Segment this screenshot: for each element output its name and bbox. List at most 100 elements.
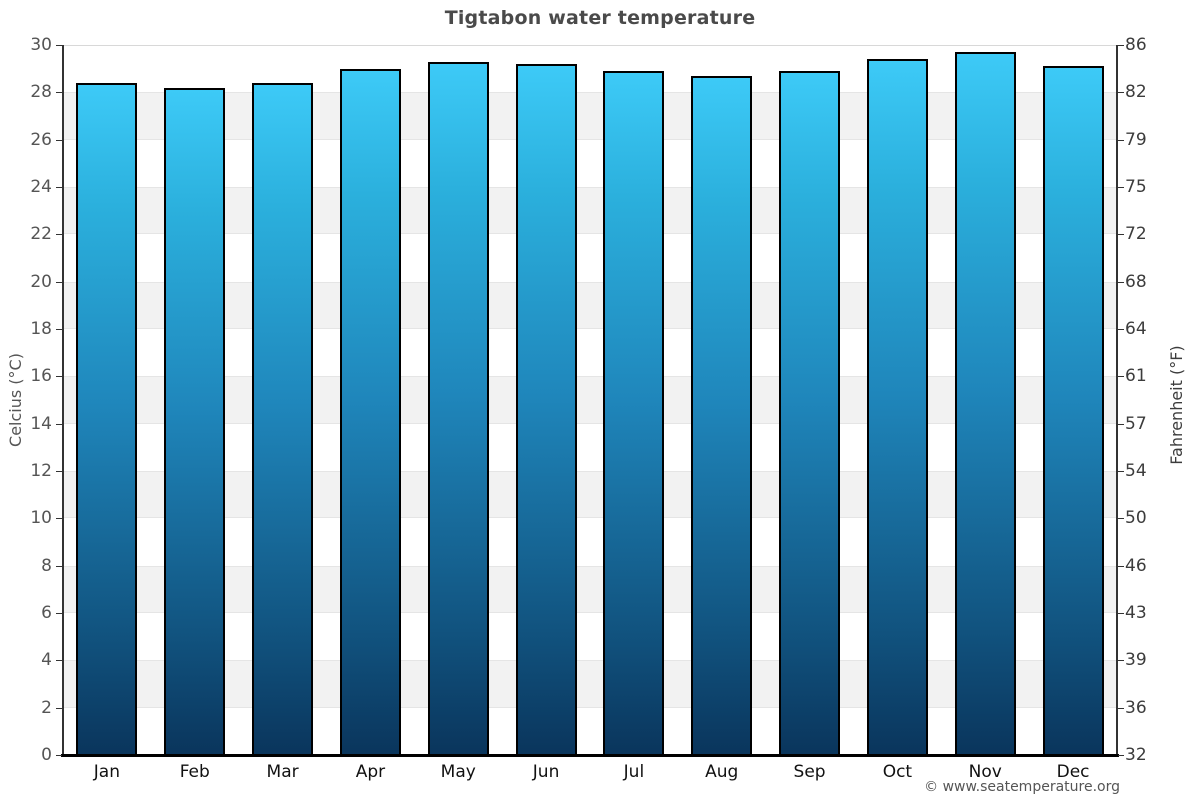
celsius-tickmark-24 (56, 187, 62, 188)
fahrenheit-tickmark-54 (1118, 471, 1124, 472)
celsius-tick-26: 26 (30, 129, 52, 150)
fahrenheit-tickmark-39 (1118, 660, 1124, 662)
celsius-tick-22: 22 (30, 224, 52, 245)
celsius-tickmark-22 (56, 234, 62, 236)
celsius-tickmark-0 (56, 755, 62, 756)
celsius-tick-28: 28 (30, 82, 52, 103)
bar-aug (691, 75, 753, 755)
celsius-tick-14: 14 (30, 413, 52, 434)
celsius-tickmark-4 (56, 660, 62, 662)
bar-dec (1042, 66, 1104, 755)
bar-nov (954, 52, 1016, 755)
bar-jul (603, 71, 665, 755)
bar-apr (339, 68, 401, 755)
grid-band-18-20 (64, 281, 1116, 329)
month-label-sep: Sep (793, 762, 826, 782)
fahrenheit-tick-64: 64 (1125, 319, 1147, 339)
fahrenheit-tickmark-72 (1118, 234, 1124, 236)
celsius-tick-2: 2 (41, 697, 52, 718)
month-label-jun: Jun (532, 762, 560, 782)
celsius-tickmark-30 (56, 45, 62, 46)
fahrenheit-tick-54: 54 (1125, 461, 1147, 481)
grid-band-26-28 (64, 92, 1116, 140)
gridline-30 (64, 45, 1116, 46)
bar-jun (515, 63, 577, 755)
copyright-text: © www.seatemperature.org (924, 779, 1120, 795)
fahrenheit-tickmark-79 (1118, 139, 1124, 141)
fahrenheit-tick-39: 39 (1125, 650, 1147, 671)
celsius-tick-12: 12 (30, 461, 52, 481)
month-label-jan: Jan (93, 762, 121, 782)
celsius-tickmark-8 (56, 565, 62, 567)
grid-band-10-12 (64, 471, 1116, 519)
grid-band-14-16 (64, 376, 1116, 424)
fahrenheit-tickmark-57 (1118, 423, 1124, 425)
fahrenheit-tickmark-86 (1118, 45, 1124, 46)
chart-title: Tigtabon water temperature (444, 7, 756, 29)
celsius-tickmark-28 (56, 92, 62, 94)
fahrenheit-axis-line (1116, 45, 1118, 756)
fahrenheit-tick-68: 68 (1125, 271, 1147, 292)
grid-band-2-4 (64, 660, 1116, 708)
celsius-tick-16: 16 (30, 366, 52, 387)
grid-band-6-8 (64, 565, 1116, 613)
celsius-tickmark-10 (56, 518, 62, 520)
bar-sep (779, 71, 841, 755)
month-label-feb: Feb (179, 762, 210, 782)
fahrenheit-tick-79: 79 (1125, 129, 1147, 150)
celsius-tick-30: 30 (30, 35, 52, 55)
fahrenheit-tickmark-64 (1118, 329, 1124, 330)
fahrenheit-tick-36: 36 (1125, 697, 1147, 718)
fahrenheit-tick-82: 82 (1125, 82, 1147, 103)
bar-oct (866, 59, 928, 755)
fahrenheit-tick-61: 61 (1125, 366, 1147, 387)
fahrenheit-tickmark-82 (1118, 92, 1124, 94)
fahrenheit-axis-title: Fahrenheit (°F) (1167, 345, 1186, 465)
celsius-tick-6: 6 (41, 603, 52, 623)
celsius-tick-20: 20 (30, 271, 52, 292)
fahrenheit-tick-32: 32 (1125, 745, 1147, 765)
fahrenheit-tickmark-50 (1118, 518, 1124, 520)
fahrenheit-tick-72: 72 (1125, 224, 1147, 245)
celsius-tick-18: 18 (30, 319, 52, 339)
celsius-tick-8: 8 (41, 555, 52, 576)
celsius-tick-4: 4 (41, 650, 52, 671)
bar-mar (252, 82, 314, 755)
grid-band-22-24 (64, 187, 1116, 235)
fahrenheit-tickmark-43 (1118, 613, 1124, 614)
fahrenheit-tick-57: 57 (1125, 413, 1147, 434)
month-label-dec: Dec (1056, 762, 1090, 782)
fahrenheit-tickmark-75 (1118, 187, 1124, 188)
fahrenheit-tick-86: 86 (1125, 35, 1147, 55)
celsius-tick-10: 10 (30, 508, 52, 529)
celsius-tickmark-2 (56, 707, 62, 709)
month-label-jul: Jul (623, 762, 645, 782)
celsius-tickmark-26 (56, 139, 62, 141)
month-axis-line (61, 754, 1119, 757)
fahrenheit-tickmark-32 (1118, 755, 1124, 756)
celsius-tickmark-12 (56, 471, 62, 472)
month-label-nov: Nov (968, 762, 1002, 782)
celsius-tick-0: 0 (41, 745, 52, 765)
fahrenheit-tickmark-68 (1118, 281, 1124, 283)
celsius-tickmark-20 (56, 281, 62, 283)
celsius-axis-title: Celcius (°C) (6, 353, 25, 447)
celsius-tick-24: 24 (30, 177, 52, 197)
bar-feb (164, 87, 226, 755)
fahrenheit-tick-46: 46 (1125, 555, 1147, 576)
month-label-may: May (440, 762, 476, 782)
celsius-tickmark-18 (56, 329, 62, 330)
celsius-tickmark-16 (56, 376, 62, 378)
bar-may (427, 61, 489, 755)
month-label-oct: Oct (882, 762, 913, 782)
month-label-aug: Aug (705, 762, 739, 782)
bar-jan (76, 82, 138, 755)
month-label-apr: Apr (355, 762, 386, 782)
fahrenheit-tick-75: 75 (1125, 177, 1147, 197)
fahrenheit-tick-43: 43 (1125, 603, 1147, 623)
fahrenheit-tick-50: 50 (1125, 508, 1147, 529)
fahrenheit-tickmark-46 (1118, 565, 1124, 567)
fahrenheit-tickmark-36 (1118, 707, 1124, 709)
celsius-axis-line (62, 45, 64, 756)
